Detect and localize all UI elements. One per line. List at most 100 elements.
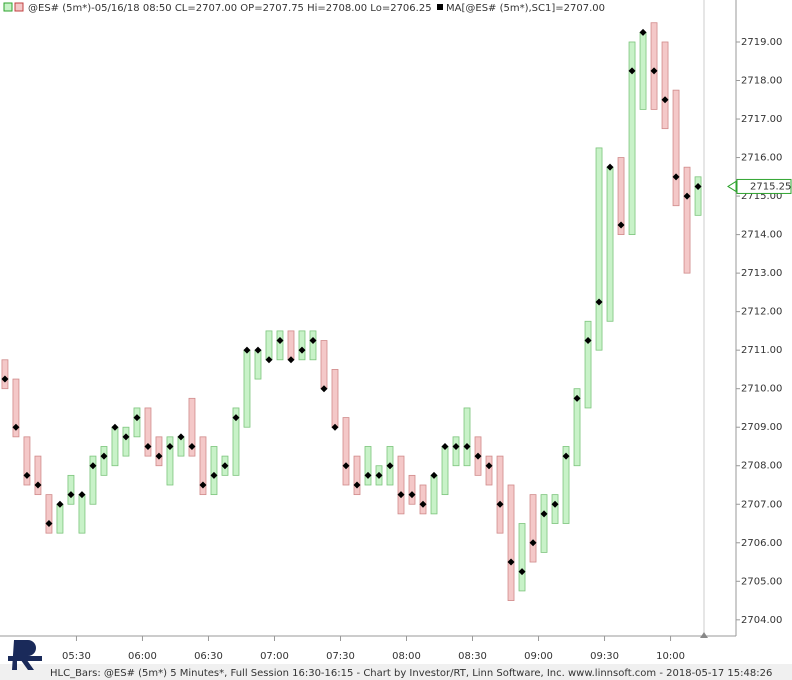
hlc-bar <box>529 494 537 563</box>
close-dot <box>199 481 207 489</box>
close-dot <box>617 221 625 229</box>
close-dot <box>672 173 680 181</box>
close-dot <box>562 452 570 460</box>
close-dot <box>595 298 603 306</box>
close-dot <box>221 462 229 470</box>
hlc-bar <box>628 41 636 235</box>
close-dot <box>111 423 119 431</box>
close-dot <box>496 500 504 508</box>
y-tick-label: 2711.00 <box>741 345 782 356</box>
close-dot <box>45 520 53 528</box>
y-tick-label: 2705.00 <box>741 576 782 587</box>
hlc-bar <box>540 494 548 553</box>
close-dot <box>232 414 240 422</box>
close-dot <box>474 452 482 460</box>
hlc-bar <box>111 426 119 467</box>
hlc-bar <box>243 349 251 428</box>
close-dot <box>177 433 185 441</box>
hlc-bar <box>254 349 262 380</box>
close-dot <box>89 462 97 470</box>
close-dot <box>375 471 383 479</box>
icon-ma <box>437 4 443 10</box>
last-price-box <box>736 178 792 194</box>
hlc-bar <box>199 436 207 496</box>
hlc-bar <box>287 330 295 361</box>
close-dot <box>331 423 339 431</box>
close-dot <box>518 568 526 576</box>
close-dot <box>188 442 196 450</box>
y-tick-label: 2707.00 <box>741 499 782 510</box>
y-tick-label: 2718.00 <box>741 76 782 87</box>
close-dot <box>276 337 284 345</box>
close-dot <box>628 67 636 75</box>
close-dot <box>364 471 372 479</box>
hlc-bar <box>210 446 218 496</box>
ma-header: MA[@ES# (5m*),SC1]=2707.00 <box>446 3 605 14</box>
hlc-bar <box>144 407 152 457</box>
hlc-bar <box>122 426 130 457</box>
hlc-bar <box>320 340 328 390</box>
x-tick-label: 05:30 <box>62 651 91 662</box>
hlc-bar <box>683 166 691 274</box>
close-dot <box>353 481 361 489</box>
close-dot <box>166 442 174 450</box>
hlc-bar <box>89 455 97 505</box>
close-dot <box>661 96 669 104</box>
hlc-bar <box>155 436 163 467</box>
x-tick-label: 08:30 <box>458 651 487 662</box>
y-tick-label: 2716.00 <box>741 153 782 164</box>
hlc-bar <box>45 494 53 534</box>
hlc-bar <box>551 494 559 524</box>
hlc-bar <box>408 474 416 505</box>
close-dot <box>155 452 163 460</box>
hlc-bar <box>353 455 361 496</box>
close-dot <box>1 375 9 383</box>
close-dot <box>529 539 537 547</box>
hlc-bar <box>188 397 196 457</box>
hlc-bar <box>606 166 614 322</box>
close-dot <box>430 471 438 479</box>
hlc-bar <box>430 474 438 515</box>
hlc-bar <box>232 407 240 476</box>
close-dot <box>122 433 130 441</box>
close-dot <box>507 558 515 566</box>
hlc-bar <box>23 436 31 486</box>
y-tick-label: 2717.00 <box>741 114 782 125</box>
hlc-bar <box>672 89 680 207</box>
hlc-bar <box>331 369 339 428</box>
hlc-bar <box>562 446 570 524</box>
close-dot <box>485 462 493 470</box>
logo <box>8 640 42 670</box>
x-tick-label: 07:30 <box>326 651 355 662</box>
x-tick-label: 09:30 <box>590 651 619 662</box>
close-dot <box>144 442 152 450</box>
close-dot <box>694 182 702 190</box>
close-dot <box>309 337 317 345</box>
close-dot <box>386 462 394 470</box>
y-tick-label: 2708.00 <box>741 461 782 472</box>
footer-bar <box>0 664 792 680</box>
close-dot <box>56 500 64 508</box>
hlc-bar <box>496 455 504 534</box>
hlc-bar <box>67 474 75 505</box>
close-dot <box>287 356 295 364</box>
y-tick-label: 2710.00 <box>741 384 782 395</box>
logo-shape <box>12 640 36 670</box>
close-dot <box>320 385 328 393</box>
y-tick-label: 2713.00 <box>741 268 782 279</box>
hlc-bar <box>100 446 108 476</box>
x-tick-label: 08:00 <box>392 651 421 662</box>
hlc-bar <box>617 157 625 235</box>
x-tick-label: 09:00 <box>524 651 553 662</box>
close-dot <box>34 481 42 489</box>
header: @ES# (5m*)-05/16/18 08:50 CL=2707.00 OP=… <box>28 3 432 14</box>
close-dot <box>540 510 548 518</box>
close-dot <box>243 346 251 354</box>
footer: HLC_Bars: @ES# (5m*) 5 Minutes*, Full Se… <box>50 668 772 679</box>
hlc-bar <box>507 484 515 601</box>
hlc-bar <box>276 330 284 361</box>
y-tick-label: 2714.00 <box>741 230 782 241</box>
x-tick-label: 10:00 <box>656 651 685 662</box>
close-dot <box>573 394 581 402</box>
